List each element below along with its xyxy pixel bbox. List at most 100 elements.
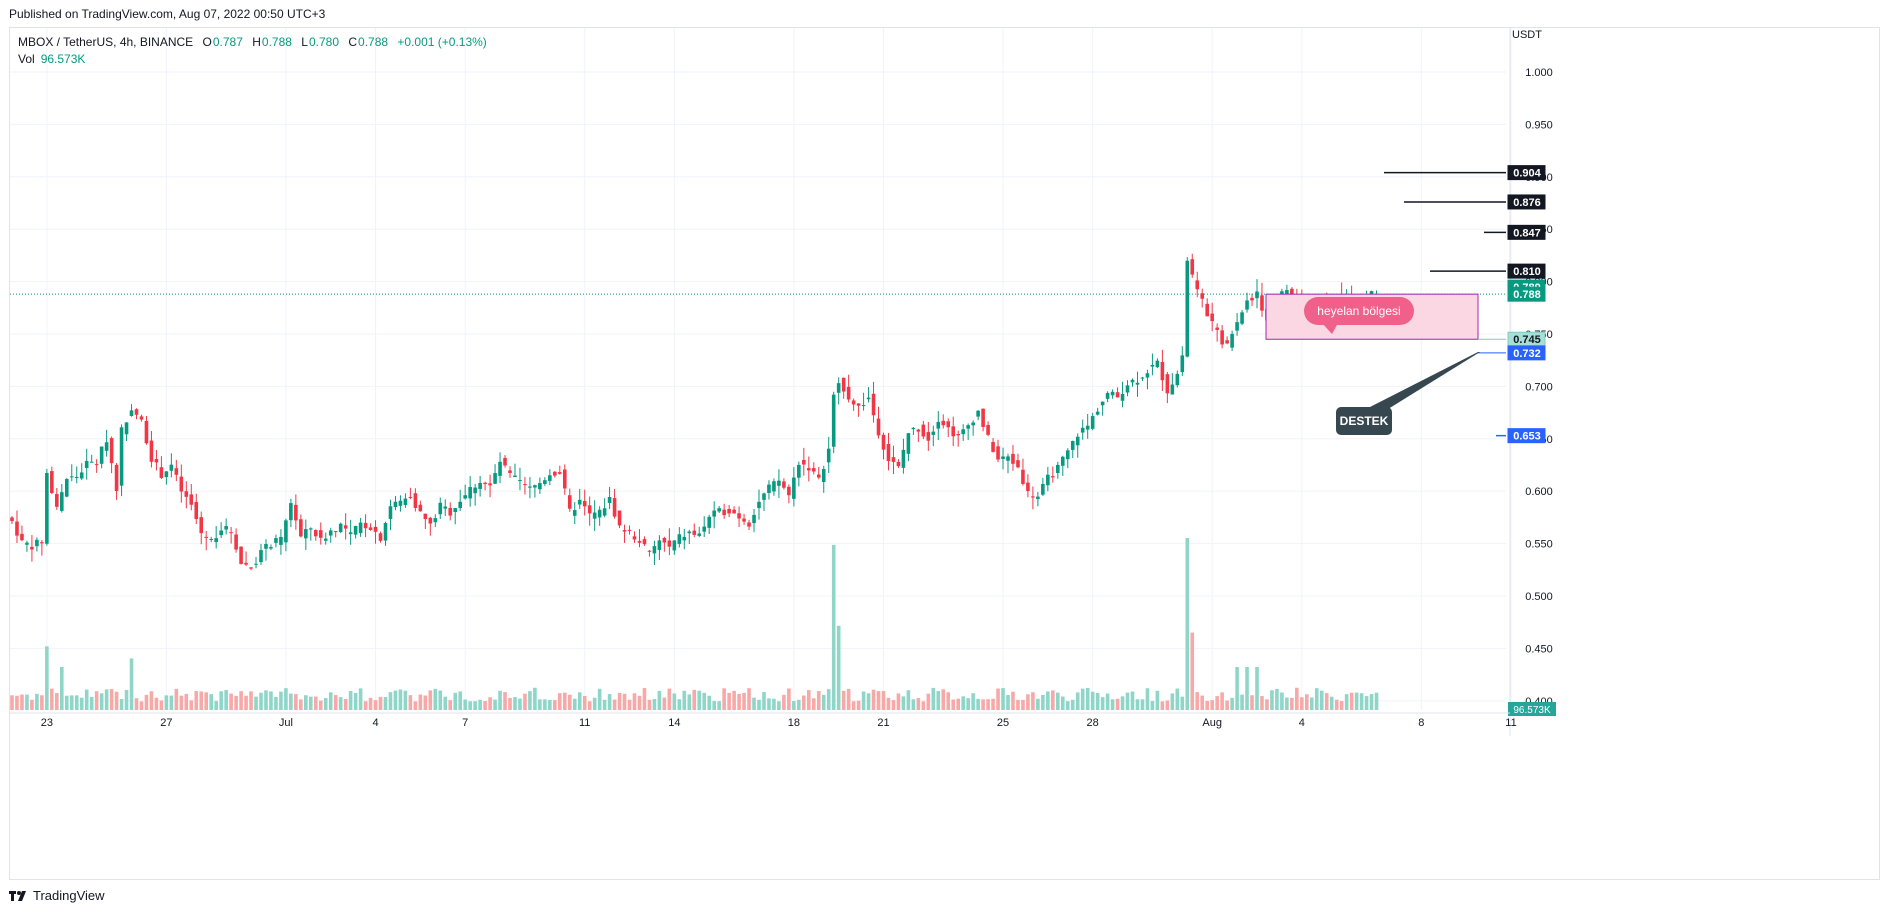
volume-bar: [543, 699, 547, 710]
volume-bar: [767, 698, 771, 710]
candle-body: [866, 397, 871, 400]
candle-body: [318, 530, 323, 538]
candle-body: [483, 482, 487, 485]
volume-bar: [986, 699, 990, 710]
candle: [348, 519, 353, 545]
volume-bar: [538, 699, 542, 710]
candle-body: [289, 503, 293, 521]
volume-bar: [25, 694, 29, 710]
volume-bar: [911, 699, 916, 710]
volume-bar: [1135, 699, 1140, 710]
candle: [423, 513, 428, 529]
volume-bar: [528, 691, 532, 710]
level-badge: 0.847: [1507, 224, 1546, 240]
volume-bar: [244, 695, 248, 710]
footer-brand[interactable]: TradingView: [9, 888, 105, 903]
volume-bar: [667, 688, 672, 710]
candle: [667, 528, 672, 556]
candle: [1150, 353, 1155, 376]
volume-bar: [622, 693, 627, 710]
volume-bar: [702, 692, 707, 710]
candle: [846, 374, 851, 403]
volume-bar: [1001, 688, 1005, 710]
volume-bar: [1095, 693, 1100, 710]
candle: [727, 504, 731, 518]
candle-body: [129, 410, 134, 417]
legend-row-volume: Vol 96.573K: [18, 51, 487, 68]
candle-body: [45, 472, 49, 544]
volume-bar: [433, 688, 438, 710]
candle: [64, 477, 69, 498]
candle-body: [478, 483, 482, 489]
level-badge-bg: [1507, 263, 1546, 279]
volume-bar: [468, 701, 472, 710]
candle-body: [956, 434, 960, 436]
volume-bar: [821, 694, 826, 710]
candle: [797, 461, 801, 487]
chart-frame[interactable]: [9, 27, 1880, 880]
volume-bar: [1150, 701, 1155, 710]
candle-body: [752, 514, 756, 524]
candle: [971, 420, 975, 436]
volume-bar: [368, 697, 373, 710]
volume-bar: [836, 625, 841, 710]
candle: [742, 513, 746, 525]
candle: [383, 521, 388, 546]
candle: [677, 527, 682, 548]
x-tick-label: 11: [579, 717, 590, 729]
candle: [911, 427, 916, 435]
volume-bar: [687, 694, 692, 710]
candle-body: [518, 480, 522, 482]
candle-body: [871, 393, 876, 416]
candle-body: [1041, 483, 1045, 495]
candle: [692, 523, 697, 538]
candle-body: [234, 534, 238, 550]
volume-bar: [149, 691, 154, 710]
volume-bar: [289, 693, 293, 710]
volume-bar: [413, 701, 418, 710]
candle-body: [523, 484, 527, 486]
volume-bar: [473, 701, 477, 710]
candle: [184, 481, 189, 509]
candle-body: [60, 492, 64, 511]
candle-body: [1031, 496, 1035, 498]
candle: [1026, 474, 1030, 498]
candle-body: [1026, 482, 1030, 492]
candle: [562, 464, 567, 495]
volume-bar: [782, 694, 786, 710]
candle-body: [1056, 464, 1060, 473]
candle: [1135, 371, 1140, 397]
volume-bar: [1041, 694, 1045, 710]
volume-bar: [762, 692, 766, 710]
candle: [323, 532, 328, 545]
candle-body: [423, 513, 428, 520]
candle-body: [767, 484, 771, 494]
x-tick-label: 25: [997, 717, 1009, 729]
candle: [926, 421, 931, 451]
volume-badge-bg: [1508, 702, 1556, 716]
candle: [966, 423, 970, 440]
candle-body: [996, 446, 1000, 460]
candle-body: [772, 481, 776, 492]
volume-bar: [318, 700, 323, 710]
candle: [214, 526, 218, 549]
volume-bar: [463, 699, 467, 710]
candle: [722, 503, 726, 519]
volume-bar: [264, 690, 268, 710]
volume-bar: [642, 688, 647, 710]
volume-bar: [323, 698, 328, 710]
candle: [453, 508, 458, 525]
volume-bar: [861, 691, 866, 710]
volume-bar: [866, 693, 871, 710]
candle-body: [438, 502, 443, 515]
candle-body: [742, 518, 746, 522]
candle: [1031, 486, 1035, 510]
candle-body: [1235, 322, 1239, 331]
volume-bar: [1285, 697, 1289, 710]
level-badge: 0.904: [1507, 165, 1546, 181]
candle: [622, 524, 627, 543]
candle: [358, 517, 363, 537]
candle-body: [164, 471, 169, 478]
candle: [782, 478, 786, 490]
